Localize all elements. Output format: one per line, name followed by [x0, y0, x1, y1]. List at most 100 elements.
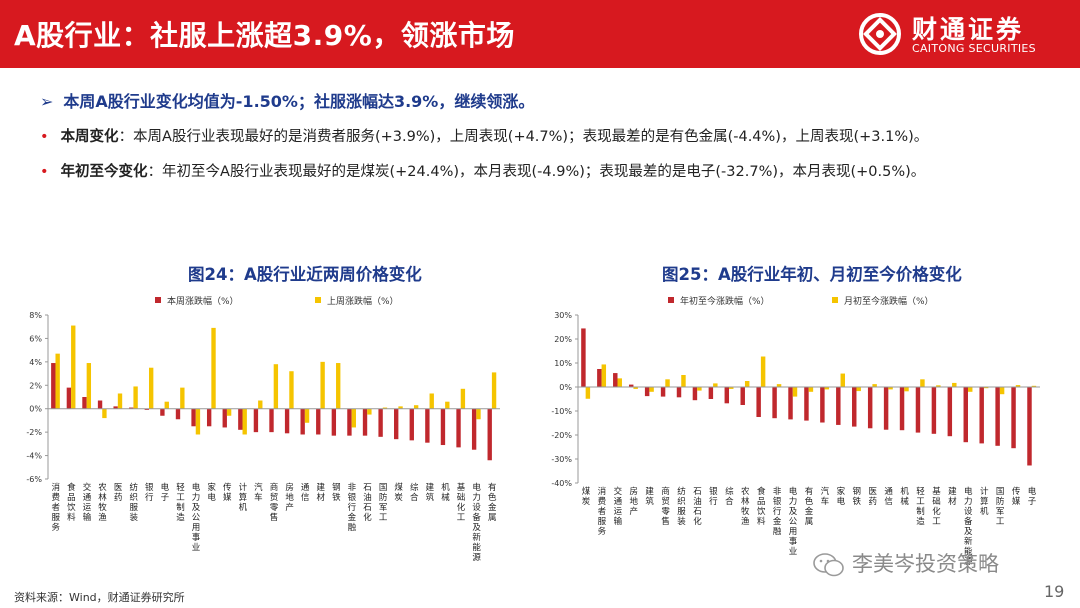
y-tick-label: 30%: [554, 311, 572, 320]
bar-series-1: [581, 328, 586, 387]
y-tick-label: 0%: [29, 405, 42, 414]
x-category-label: 医药: [868, 487, 877, 507]
x-category-label: 钢铁: [332, 482, 341, 503]
bullet-label: 年初至今变化: [60, 164, 148, 180]
bullet-dot-icon: •: [40, 164, 49, 180]
bar-series-1: [724, 387, 730, 404]
bar-series-1: [206, 408, 212, 427]
x-category-label: 食品饮料: [67, 482, 76, 523]
bar-series-2: [681, 375, 686, 387]
bar-series-1: [378, 408, 383, 437]
bar-series-2: [226, 408, 232, 416]
bar-series-2: [336, 363, 341, 409]
bar-series-1: [660, 387, 666, 397]
bar-series-2: [55, 353, 60, 409]
x-category-label: 轻工制造: [916, 486, 925, 527]
bar-series-1: [836, 387, 841, 425]
bar-series-1: [238, 408, 243, 430]
bar-series-1: [425, 408, 430, 443]
bar-series-1: [144, 408, 149, 410]
bar-series-2: [180, 387, 185, 409]
bar-series-1: [440, 408, 446, 446]
bar-series-2: [665, 379, 670, 387]
bar-series-1: [628, 384, 634, 387]
bar-series-2: [476, 408, 481, 420]
header-bar: A股行业：社服上涨超3.9%，领涨市场 财通证券 CAITONG SECURIT…: [0, 0, 1080, 68]
bar-series-1: [931, 387, 937, 434]
legend-label: 本周涨跌幅（%）: [167, 295, 239, 307]
company-logo: 财通证券 CAITONG SECURITIES: [858, 8, 1073, 60]
bar-series-2: [904, 387, 909, 392]
bar-series-1: [113, 406, 118, 409]
page-number: 19: [1044, 582, 1065, 601]
bullet-label: 本周变化: [60, 129, 119, 145]
chart-ytd-change: 年初至今涨跌幅（%） 月初至今涨跌幅（%） 30% 20% 10% 0% -10% -20% -…: [551, 295, 1040, 567]
bar-series-1: [82, 397, 87, 409]
bar-series-2: [776, 384, 782, 387]
x-category-label: 煤炭: [394, 482, 403, 503]
bar-series-1: [300, 408, 305, 435]
x-category-label: 汽车: [254, 482, 263, 503]
bar-series-1: [222, 408, 227, 428]
bar-series-2: [1015, 385, 1021, 387]
x-category-label: 国防军工: [996, 487, 1005, 527]
bar-series-2: [460, 388, 466, 409]
x-category-label: 综合: [410, 482, 419, 503]
bar-series-1: [692, 387, 698, 401]
x-category-label: 电力设备及新能源: [472, 482, 481, 563]
bar-series-1: [331, 408, 337, 436]
x-category-label: 建筑: [645, 486, 654, 507]
bar-series-2: [697, 387, 702, 391]
x-category-label: 基础化工: [932, 486, 941, 527]
x-category-label: 轻工制造: [176, 482, 185, 523]
bar-series-1: [284, 408, 290, 434]
bar-series-2: [808, 387, 814, 392]
x-category-label: 医药: [114, 483, 123, 503]
bar-series-2: [273, 364, 279, 409]
x-category-label: 银行: [145, 482, 154, 503]
y-tick-label: -2%: [26, 428, 42, 437]
y-tick-label: 0%: [559, 383, 572, 392]
bar-series-1: [772, 387, 777, 419]
bar-series-2: [133, 386, 138, 409]
bar-series-1: [191, 408, 196, 427]
bar-series-2: [983, 387, 989, 389]
y-tick-label: -30%: [551, 455, 572, 464]
bar-series-2: [211, 327, 216, 409]
bar-series-1: [1027, 387, 1032, 466]
x-category-label: 电力及公用事业: [192, 482, 201, 553]
bullet-text: ：本周A股行业表现最好的是消费者服务(+3.9%)，上周表现(+4.7%)；表现…: [118, 129, 929, 145]
x-category-label: 国防军工: [379, 483, 388, 523]
bar-series-2: [148, 367, 154, 409]
x-category-label: 计算机: [239, 482, 248, 513]
bar-series-2: [164, 401, 169, 409]
x-category-label: 汽车: [821, 486, 830, 507]
bar-series-1: [708, 387, 714, 399]
bar-series-2: [744, 381, 750, 387]
bar-series-1: [394, 408, 399, 440]
bar-series-2: [289, 371, 294, 409]
x-category-label: 银行: [709, 486, 718, 507]
bar-series-2: [856, 387, 861, 392]
x-category-label: 消费者服务: [598, 486, 607, 537]
x-category-label: 钢铁: [853, 486, 862, 507]
bar-series-2: [71, 325, 76, 409]
bar-series-1: [409, 408, 414, 441]
bar-series-2: [920, 379, 925, 387]
bar-series-1: [804, 387, 809, 421]
bar-series-2: [936, 385, 941, 387]
bar-series-2: [999, 387, 1005, 395]
x-category-label: 消费者服务: [52, 482, 61, 533]
x-category-label: 房地产: [630, 486, 639, 517]
y-tick-label: -40%: [551, 479, 572, 488]
bar-series-2: [382, 407, 388, 409]
logo-cn-text: 财通证券: [912, 15, 1025, 44]
headline: ➢ 本周A股行业变化均值为-1.50%；社服涨幅达3.9%，继续领涨。: [40, 88, 534, 112]
wechat-icon: [813, 553, 844, 577]
x-category-label: 建材: [948, 486, 957, 507]
legend-label: 上周涨跌幅（%）: [327, 295, 399, 307]
x-category-label: 纺织服装: [677, 486, 686, 527]
bar-series-1: [740, 387, 745, 405]
x-category-label: 石油石化: [363, 483, 372, 523]
bar-series-1: [852, 387, 857, 427]
